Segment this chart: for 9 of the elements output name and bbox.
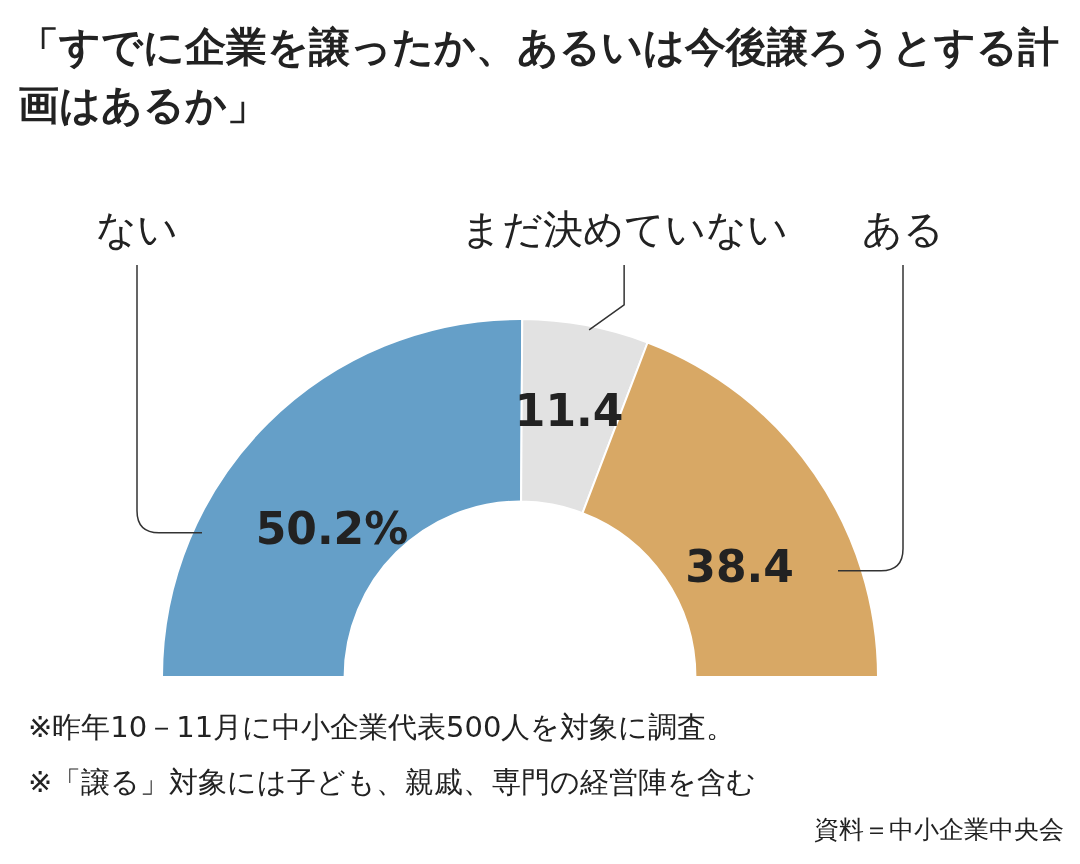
data-label: 50.2% [255, 503, 409, 555]
chart-title: 「すでに企業を譲ったか、あるいは今後譲ろうとする計画はあるか」 [18, 22, 1060, 131]
slice-label: ない [96, 206, 178, 253]
data-label: 38.4 [685, 541, 794, 593]
slice-label: ある [862, 206, 944, 253]
text: ※「譲る」対象には子ども、親戚、専門の経営陣を含む [28, 764, 757, 801]
text: 資料＝中小企業中央会 [814, 814, 1064, 846]
text: ※昨年10－11月に中小企業代表500人を対象に調査。 [28, 709, 736, 746]
slice-label: まだ決めていない [460, 206, 788, 253]
